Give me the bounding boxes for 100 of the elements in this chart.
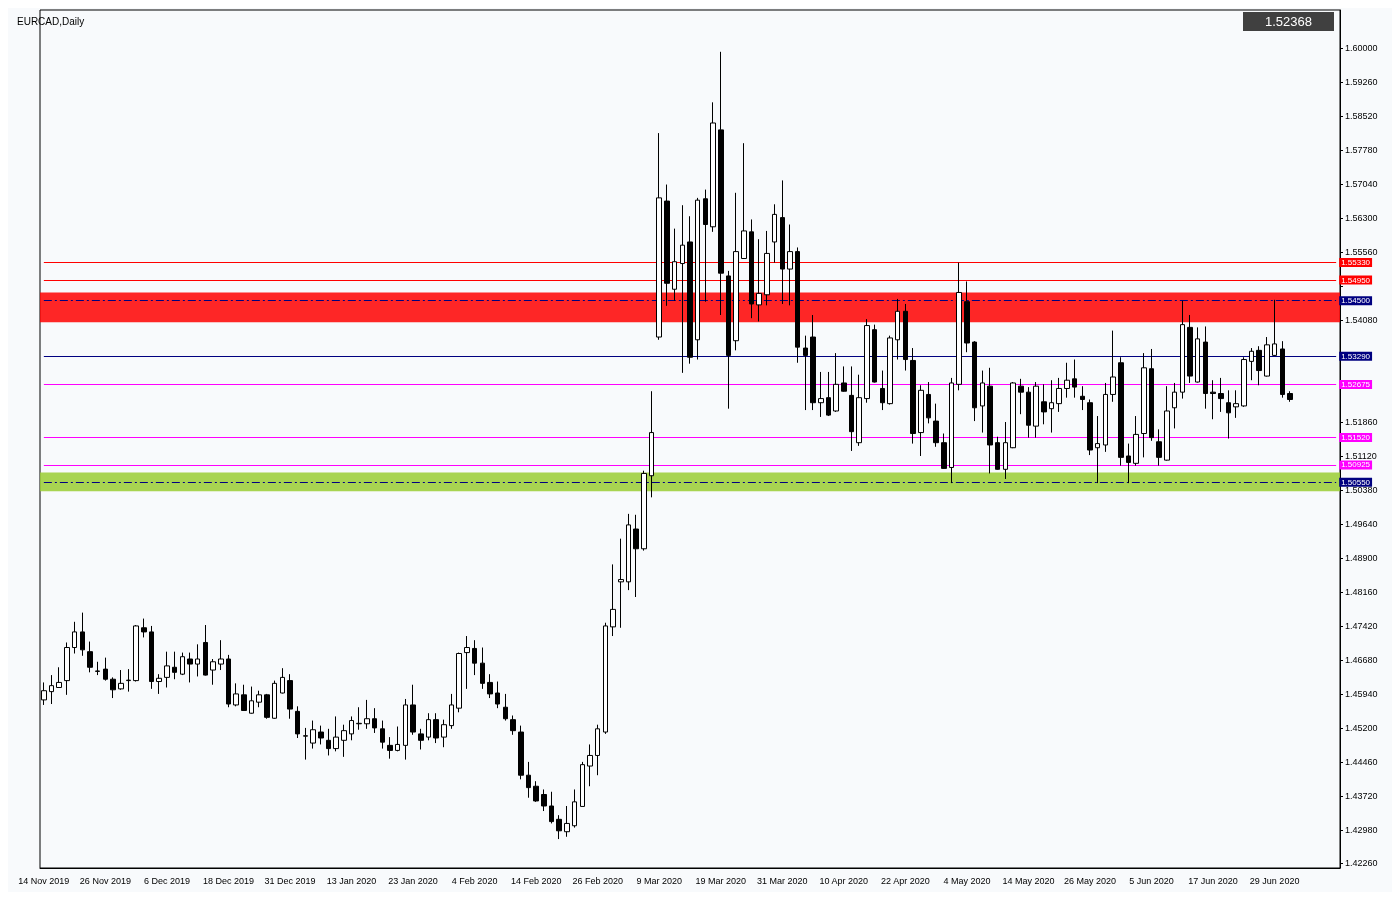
x-tick-label: 14 Nov 2019 (18, 875, 70, 886)
candlestick (956, 262, 962, 391)
candlestick (503, 693, 508, 722)
x-tick-label: 14 May 2020 (1002, 875, 1055, 886)
candlestick (710, 101, 716, 233)
candlestick (249, 686, 254, 715)
candlestick (1033, 381, 1039, 439)
candlestick (1287, 390, 1293, 403)
candlestick (880, 370, 885, 411)
candlestick (480, 647, 485, 690)
candlestick (572, 788, 577, 829)
candlestick (580, 761, 585, 807)
candlestick (387, 736, 393, 760)
candlestick (856, 374, 862, 447)
candlestick (980, 370, 985, 434)
candlestick (903, 303, 908, 372)
candlestick (310, 720, 316, 750)
candlestick (272, 680, 277, 720)
candlestick (618, 538, 624, 629)
candlestick (603, 622, 608, 735)
candlestick (918, 384, 924, 457)
y-tick-label: 1.55560 (1345, 247, 1378, 258)
candlestick (1026, 386, 1031, 439)
candlestick (1280, 340, 1285, 399)
candlestick (964, 280, 970, 353)
candlestick (1172, 382, 1177, 429)
candlestick (1080, 385, 1085, 411)
x-tick-label: 22 Apr 2020 (881, 875, 930, 886)
candlestick (233, 682, 239, 707)
x-tick-label: 6 Dec 2019 (143, 875, 190, 886)
candlestick (495, 681, 500, 709)
candlestick (103, 657, 108, 682)
candlestick (541, 788, 547, 812)
candlestick (526, 761, 531, 799)
candlestick (1241, 356, 1247, 408)
x-tick-label: 14 Feb 2020 (510, 875, 562, 886)
candlestick (1087, 399, 1093, 456)
candlestick (210, 658, 216, 686)
candlestick (180, 652, 185, 676)
x-tick-label: 18 Dec 2019 (202, 875, 254, 886)
candlestick (549, 791, 554, 824)
candlestick (1072, 359, 1077, 399)
candlestick (656, 132, 662, 341)
candlestick (664, 184, 670, 307)
candlestick (533, 780, 539, 803)
candlestick (564, 805, 570, 838)
y-tick-label: 1.42260 (1345, 857, 1378, 868)
candlestick (780, 179, 785, 305)
candlestick (987, 367, 993, 474)
candlestick (926, 381, 931, 424)
candlestick (287, 673, 293, 720)
x-tick-label: 19 Mar 2020 (695, 875, 747, 886)
candlestick (510, 715, 516, 736)
ref-line-label: 1.50925 (1341, 460, 1371, 470)
ref-line-label: 1.55330 (1341, 258, 1371, 268)
candlestick (1126, 443, 1131, 484)
candlestick (872, 324, 877, 383)
candlestick (680, 204, 685, 374)
candlestick (303, 727, 308, 761)
ref-line-label: 1.54950 (1341, 275, 1371, 285)
candlestick (1195, 326, 1200, 383)
candlestick (1041, 383, 1047, 425)
candlestick (1226, 389, 1231, 440)
candlestick (64, 641, 70, 696)
y-tick-label: 1.43720 (1345, 790, 1378, 801)
candlestick (441, 719, 447, 748)
candlestick (726, 270, 731, 410)
candlestick (156, 673, 162, 695)
candlestick (518, 725, 524, 780)
candlestick (164, 651, 170, 688)
candlestick (1003, 421, 1008, 480)
candlestick (1049, 379, 1054, 434)
candlestick (172, 651, 177, 680)
candlestick (1064, 362, 1070, 399)
x-tick-label: 23 Jan 2020 (388, 875, 438, 886)
candlestick (587, 743, 593, 787)
candlestick (264, 693, 270, 720)
candlestick (380, 720, 385, 750)
candlestick (372, 707, 377, 734)
candlestick (426, 712, 431, 741)
candlestick (226, 654, 231, 708)
candlestick (1156, 428, 1162, 467)
candlestick (641, 470, 647, 552)
candlestick (633, 514, 639, 598)
candlestick (718, 51, 724, 316)
x-tick-label: 29 Jun 2020 (1249, 875, 1300, 886)
y-tick-label: 1.51860 (1345, 417, 1378, 428)
candlestick (295, 705, 300, 739)
y-tick-label: 1.47420 (1345, 620, 1378, 631)
candlestick (80, 612, 85, 657)
y-tick-label: 1.51120 (1345, 450, 1377, 461)
candlestick (1110, 330, 1116, 403)
candlestick (756, 238, 762, 322)
candlestick (795, 246, 800, 364)
candlestick (1210, 379, 1216, 420)
candlestick (95, 661, 100, 676)
y-tick-label: 1.58520 (1345, 111, 1378, 122)
candlestick (318, 725, 324, 745)
x-tick-label: 26 May 2020 (1063, 875, 1117, 886)
candlestick (449, 693, 454, 730)
